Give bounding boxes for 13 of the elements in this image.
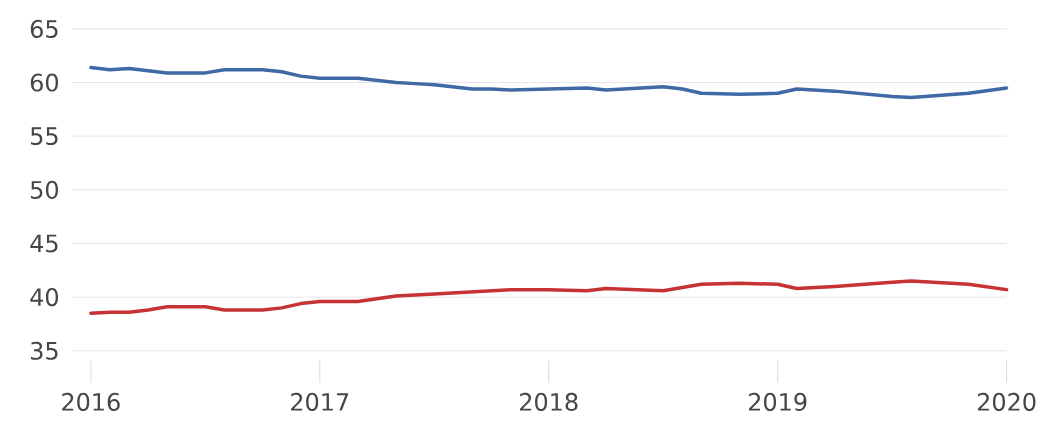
x-tick-label: 2020: [977, 393, 1036, 412]
y-tick-label: 50: [31, 181, 59, 200]
x-tick-label: 2016: [62, 393, 120, 412]
line-series: [89, 66, 1009, 100]
x-tick-label: 2019: [748, 393, 807, 412]
x-tick-label: 2018: [520, 393, 578, 412]
y-tick-label: 35: [31, 341, 58, 361]
y-tick-label: 65: [30, 20, 58, 39]
y-tick-label: 40: [30, 288, 59, 307]
y-tick-label: 55: [31, 127, 58, 146]
y-tick-label: 45: [30, 234, 58, 253]
y-tick-label: 60: [30, 73, 59, 92]
x-tick-label: 2017: [291, 393, 349, 412]
